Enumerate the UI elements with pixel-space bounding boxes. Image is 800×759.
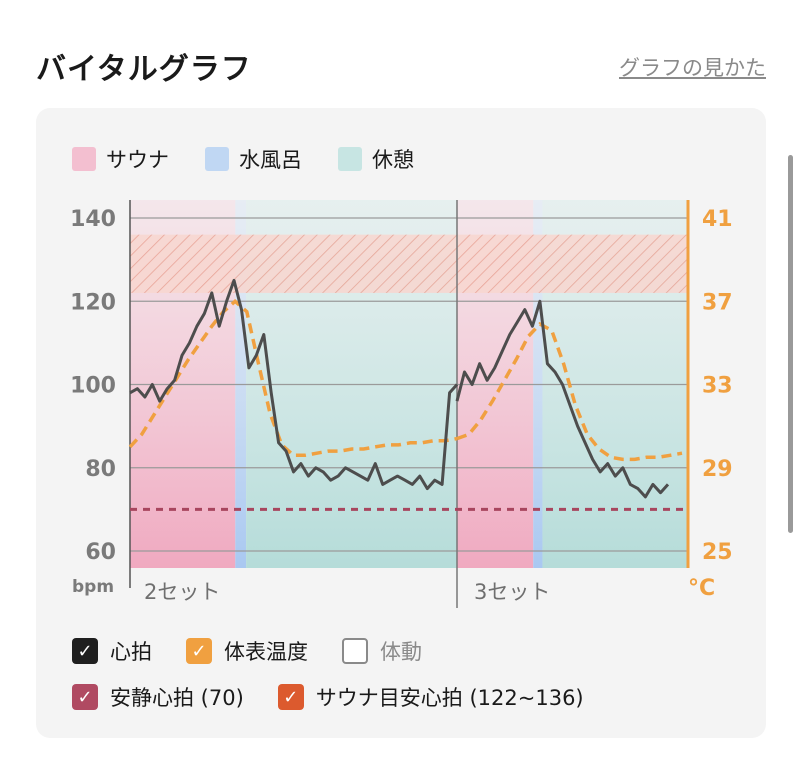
legend-swatch-cold-bath bbox=[205, 147, 229, 171]
left-axis-unit: bpm bbox=[72, 577, 114, 597]
right-tick-label: 33 bbox=[702, 374, 733, 399]
left-tick-label: 80 bbox=[85, 457, 116, 482]
set-label: 2セット bbox=[144, 580, 220, 604]
set-label: 3セット bbox=[474, 580, 550, 604]
sauna-target-band bbox=[130, 234, 688, 293]
heart-rate-line-set-2 bbox=[129, 278, 459, 491]
checkbox-heart-rate[interactable]: ✓ bbox=[72, 638, 98, 664]
toggle-sauna-target[interactable]: ✓ サウナ目安心拍 (122~136) bbox=[277, 682, 584, 712]
legend-label-rest: 休憩 bbox=[372, 148, 414, 172]
section-header: バイタルグラフ グラフの見かた bbox=[36, 44, 766, 88]
legend-sauna: サウナ bbox=[72, 144, 169, 174]
toggle-label-skin-temp: 体表温度 bbox=[224, 640, 308, 664]
checkbox-skin-temp[interactable]: ✓ bbox=[186, 638, 212, 664]
legend-label-cold-bath: 水風呂 bbox=[239, 148, 302, 172]
left-tick-label: 60 bbox=[85, 540, 116, 565]
legend-rest: 休憩 bbox=[338, 144, 414, 174]
toggle-body-motion[interactable]: 体動 bbox=[342, 636, 422, 666]
left-tick-label: 140 bbox=[70, 207, 116, 232]
toggle-skin-temp[interactable]: ✓ 体表温度 bbox=[186, 636, 308, 666]
scrollbar[interactable] bbox=[788, 155, 793, 533]
legend-swatch-sauna bbox=[72, 147, 96, 171]
right-tick-label: 25 bbox=[702, 540, 733, 565]
legend-cold-bath: 水風呂 bbox=[205, 144, 302, 174]
right-tick-label: 29 bbox=[702, 457, 733, 482]
check-icon: ✓ bbox=[77, 640, 93, 662]
left-tick-label: 100 bbox=[70, 374, 116, 399]
phase-legend: サウナ 水風呂 休憩 bbox=[72, 144, 414, 174]
checkbox-body-motion[interactable] bbox=[342, 638, 368, 664]
left-tick-label: 120 bbox=[70, 290, 116, 315]
legend-label-sauna: サウナ bbox=[106, 148, 169, 172]
vital-chart: 140 120 100 80 60 41 37 33 29 25 bpm °C 2セット 3セット bbox=[70, 200, 733, 608]
right-tick-label: 37 bbox=[702, 290, 733, 315]
graph-guide-link[interactable]: グラフの見かた bbox=[619, 56, 766, 80]
page-title: バイタルグラフ bbox=[36, 52, 252, 87]
checkbox-sauna-target[interactable]: ✓ bbox=[277, 684, 304, 710]
heart-rate-line-set-3 bbox=[455, 299, 670, 499]
right-tick-label: 41 bbox=[702, 207, 733, 232]
skin-temp-line-set-2 bbox=[128, 298, 458, 458]
skin-temp-line-set-3 bbox=[456, 321, 683, 462]
check-icon: ✓ bbox=[77, 686, 93, 708]
toggle-label-resting-hr: 安静心拍 (70) bbox=[110, 686, 244, 710]
check-icon: ✓ bbox=[283, 686, 299, 708]
right-axis-unit: °C bbox=[688, 576, 715, 601]
toggle-label-heart-rate: 心拍 bbox=[110, 640, 152, 664]
checkbox-resting-hr[interactable]: ✓ bbox=[72, 684, 98, 710]
toggle-label-body-motion: 体動 bbox=[380, 640, 422, 664]
toggle-resting-hr[interactable]: ✓ 安静心拍 (70) bbox=[72, 682, 244, 712]
toggle-label-sauna-target: サウナ目安心拍 (122~136) bbox=[315, 686, 584, 710]
toggle-heart-rate[interactable]: ✓ 心拍 bbox=[72, 636, 152, 666]
legend-swatch-rest bbox=[338, 147, 362, 171]
series-toggles: ✓ 心拍 ✓ 体表温度 体動 ✓ 安静心拍 (70) ✓ サウナ目安心拍 (12… bbox=[72, 628, 584, 720]
check-icon: ✓ bbox=[191, 640, 207, 662]
vital-graph-card: サウナ 水風呂 休憩 bbox=[36, 108, 766, 738]
